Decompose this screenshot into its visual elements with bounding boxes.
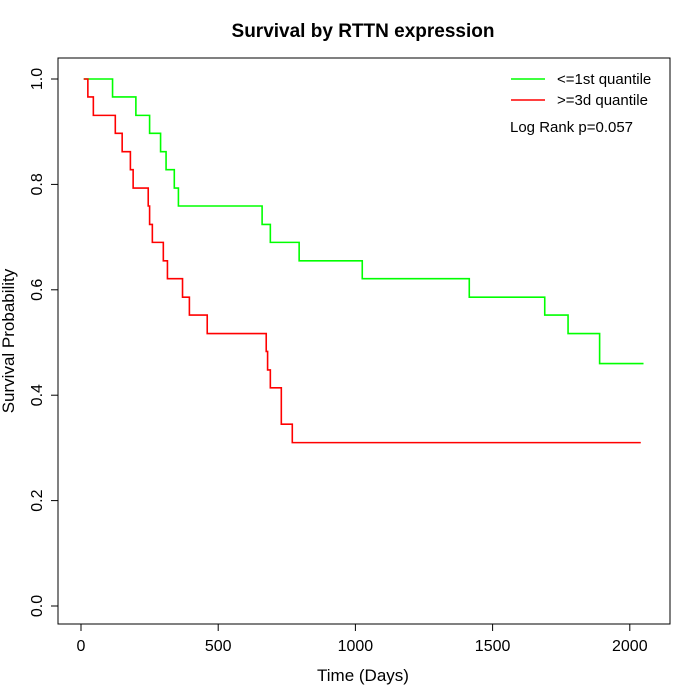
x-tick-label: 1000 <box>338 638 374 655</box>
y-tick-label: 0.2 <box>29 489 46 511</box>
legend-label-1: <=1st quantile <box>557 71 651 88</box>
y-tick-label: 0.8 <box>29 173 46 195</box>
series-line-2 <box>83 78 641 444</box>
series-line-1 <box>83 78 644 365</box>
log-rank-annotation: Log Rank p=0.057 <box>510 119 633 136</box>
x-tick-label: 1500 <box>475 638 511 655</box>
legend-label-2: >=3d quantile <box>557 92 648 109</box>
y-tick-label: 1.0 <box>29 68 46 90</box>
y-tick-label: 0.0 <box>29 595 46 617</box>
y-tick-label: 0.6 <box>29 279 46 301</box>
chart-title: Survival by RTTN expression <box>232 21 495 42</box>
x-axis-label: Time (Days) <box>317 666 409 685</box>
y-axis-label: Survival Probability <box>0 268 18 413</box>
y-tick-label: 0.4 <box>29 384 46 406</box>
series-group <box>83 78 644 444</box>
plot-frame <box>57 57 671 625</box>
x-tick-label: 0 <box>77 638 86 655</box>
x-tick-label: 500 <box>205 638 232 655</box>
x-axis: 0 500 1000 1500 2000 <box>77 623 648 655</box>
x-tick-label: 2000 <box>612 638 648 655</box>
legend: <=1st quantile >=3d quantile <box>511 71 651 109</box>
y-axis: 0.0 0.2 0.4 0.6 0.8 1.0 <box>29 68 59 617</box>
